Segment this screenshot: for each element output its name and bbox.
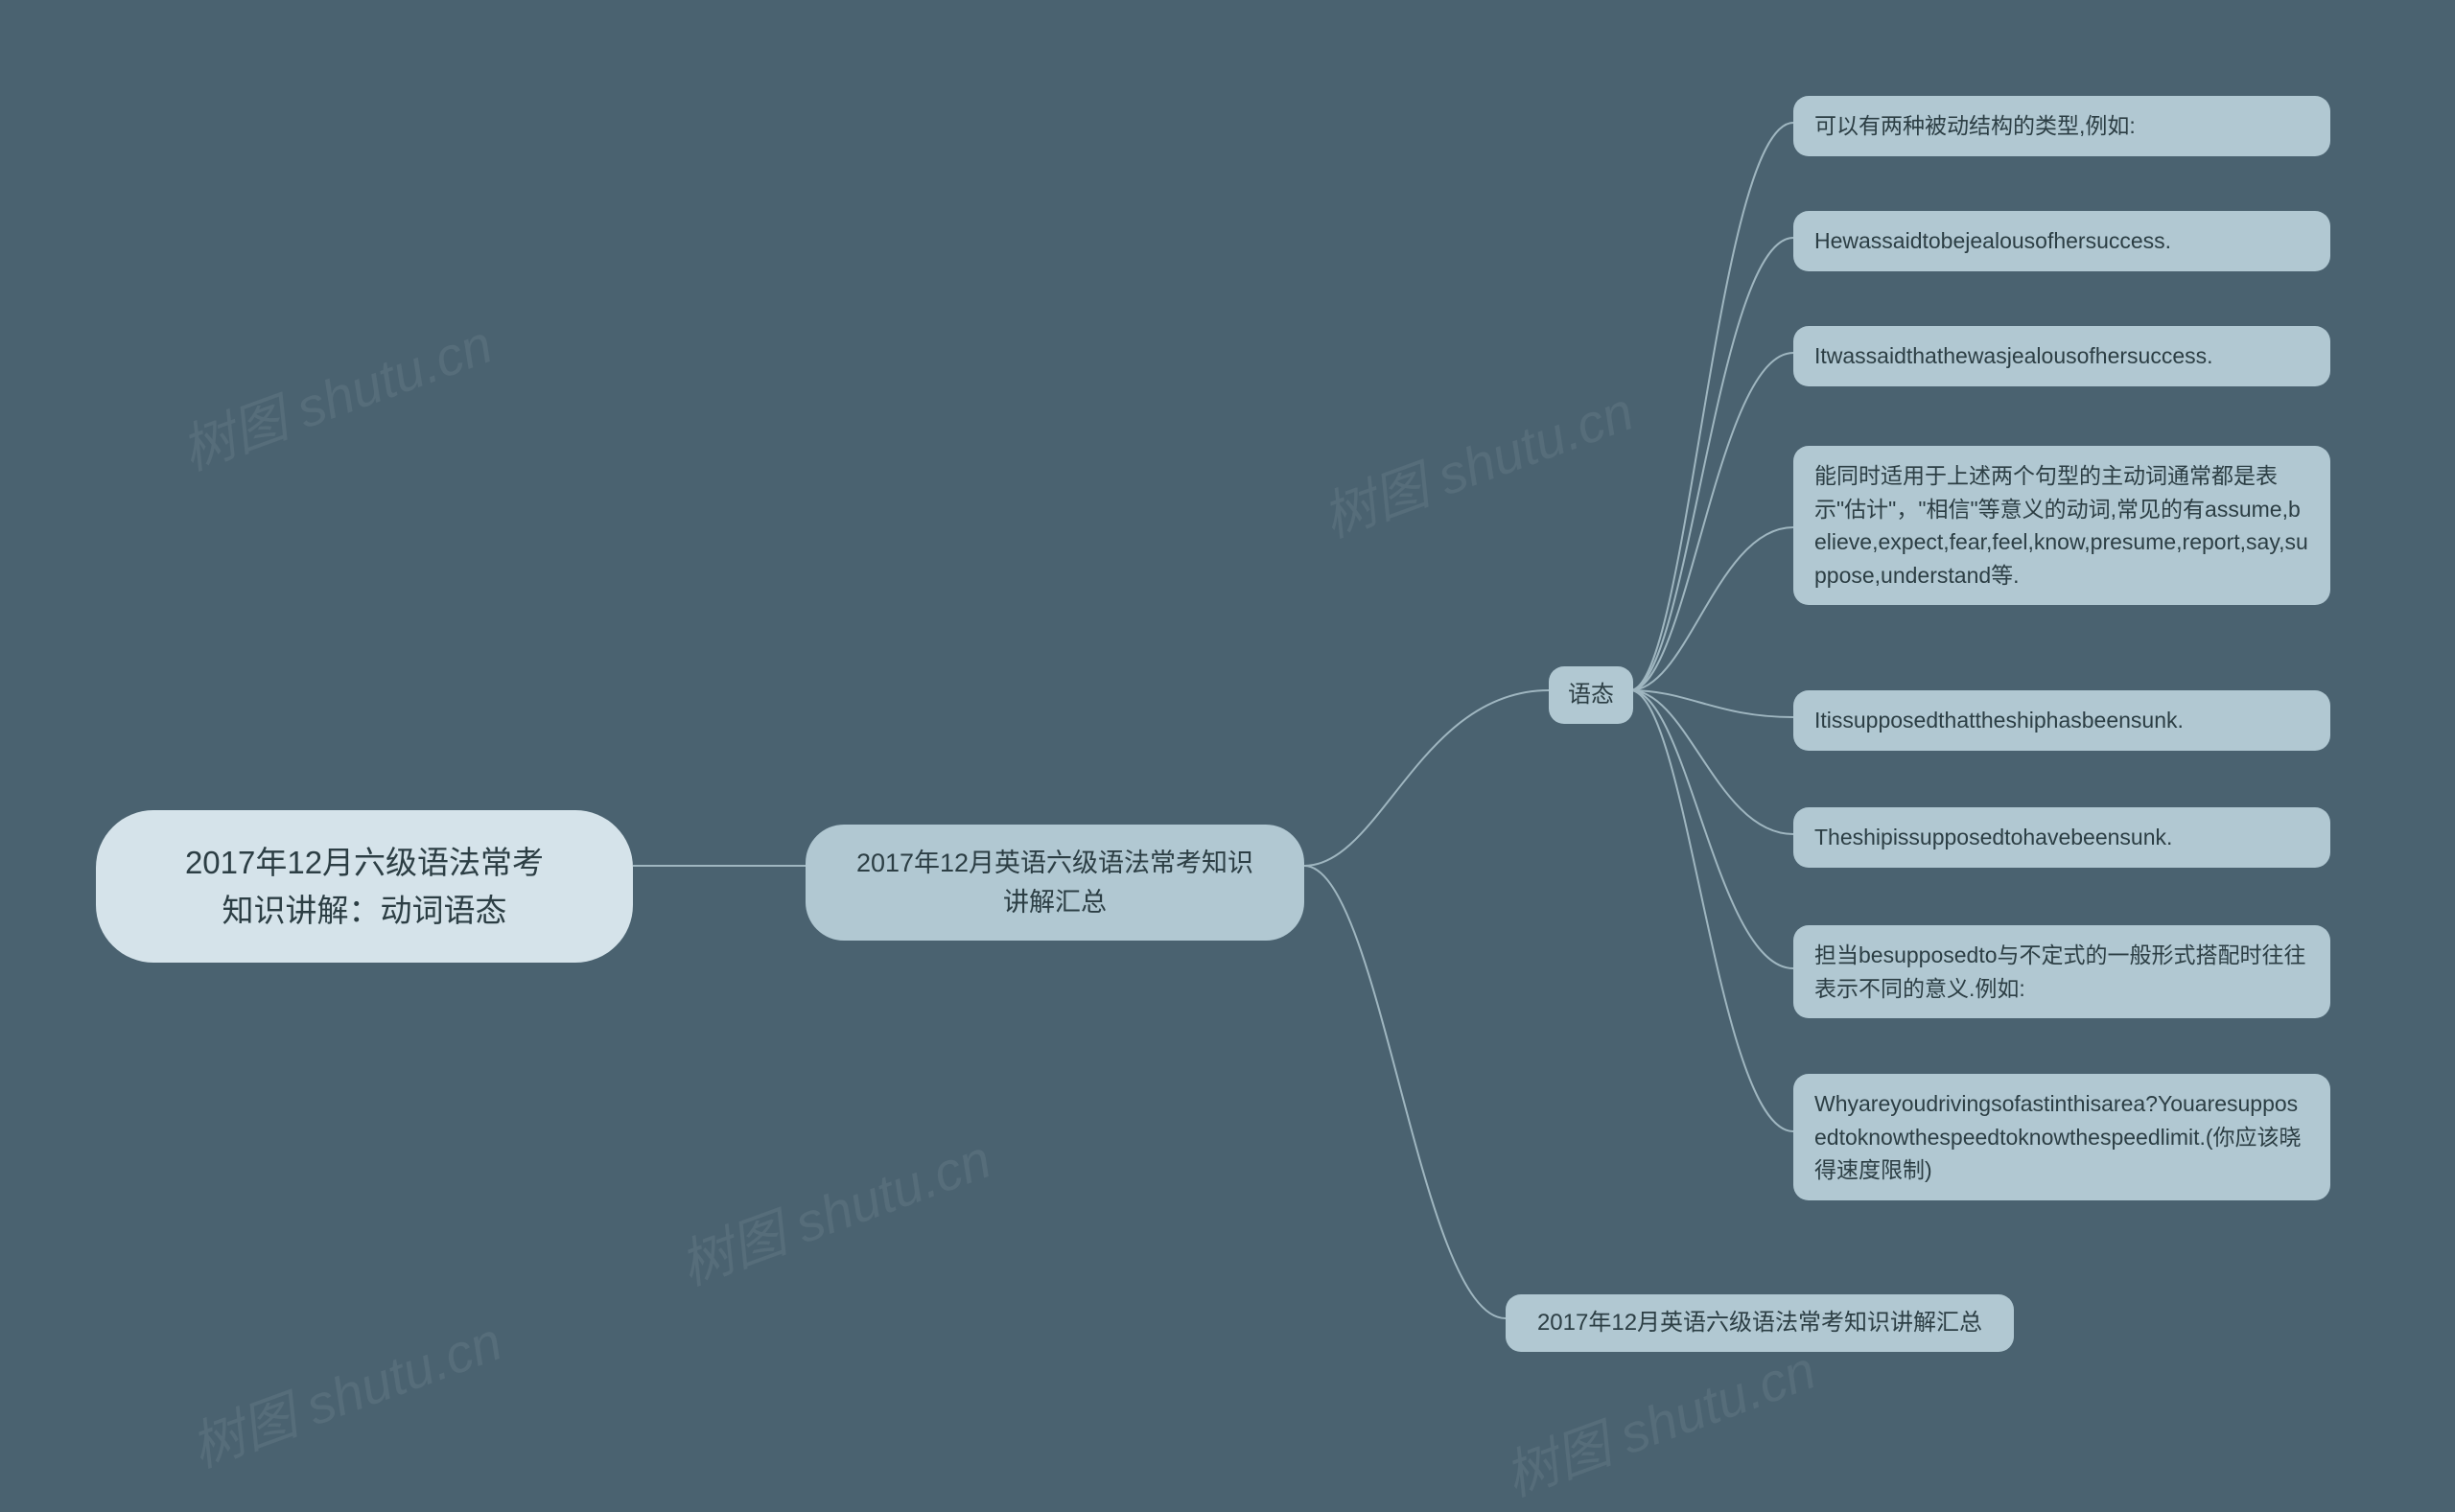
mindmap-node-summary[interactable]: 2017年12月英语六级语法常考知识讲解汇总	[1506, 1294, 2014, 1352]
watermark: 树图 shutu.cn	[178, 1298, 511, 1482]
level2-a-text: 语态	[1568, 678, 1614, 712]
mindmap-node-voice[interactable]: 语态	[1549, 666, 1633, 724]
watermark: 树图 shutu.cn	[1492, 1327, 1825, 1511]
mindmap-root[interactable]: 2017年12月六级语法常考 知识讲解：动词语态	[96, 810, 633, 963]
leaf-text: 可以有两种被动结构的类型,例如:	[1814, 109, 2136, 143]
root-text-line2: 知识讲解：动词语态	[185, 887, 544, 935]
leaf-text: Hewassaidtobejealousofhersuccess.	[1814, 224, 2171, 258]
mindmap-leaf[interactable]: Itissupposedthattheshiphasbeensunk.	[1793, 690, 2330, 751]
leaf-text: Whyareyoudrivingsofastinthisarea?Youares…	[1814, 1087, 2309, 1187]
level1-text-line1: 2017年12月英语六级语法常考知识	[856, 844, 1253, 883]
leaf-text: 能同时适用于上述两个句型的主动词通常都是表示"估计"，"相信"等意义的动词,常见…	[1814, 459, 2309, 592]
watermark: 树图 shutu.cn	[1310, 368, 1643, 552]
leaf-text: Itissupposedthattheshiphasbeensunk.	[1814, 704, 2184, 737]
watermark: 树图 shutu.cn	[667, 1116, 1000, 1300]
leaf-text: Itwassaidthathewasjealousofhersuccess.	[1814, 339, 2213, 373]
mindmap-leaf[interactable]: 可以有两种被动结构的类型,例如:	[1793, 96, 2330, 156]
mindmap-leaf[interactable]: Itwassaidthathewasjealousofhersuccess.	[1793, 326, 2330, 386]
watermark: 树图 shutu.cn	[169, 301, 502, 485]
mindmap-leaf[interactable]: Theshipissupposedtohavebeensunk.	[1793, 807, 2330, 868]
level1-text-line2: 讲解汇总	[856, 883, 1253, 922]
leaf-text: 担当besupposedto与不定式的一般形式搭配时往往表示不同的意义.例如:	[1814, 939, 2309, 1005]
mindmap-leaf[interactable]: 能同时适用于上述两个句型的主动词通常都是表示"估计"，"相信"等意义的动词,常见…	[1793, 446, 2330, 605]
level2-b-text: 2017年12月英语六级语法常考知识讲解汇总	[1537, 1306, 1982, 1340]
root-text-line1: 2017年12月六级语法常考	[185, 839, 544, 887]
mindmap-leaf[interactable]: Hewassaidtobejealousofhersuccess.	[1793, 211, 2330, 271]
mindmap-leaf[interactable]: Whyareyoudrivingsofastinthisarea?Youares…	[1793, 1074, 2330, 1200]
leaf-text: Theshipissupposedtohavebeensunk.	[1814, 821, 2172, 854]
mindmap-node-level1[interactable]: 2017年12月英语六级语法常考知识 讲解汇总	[806, 825, 1304, 941]
mindmap-leaf[interactable]: 担当besupposedto与不定式的一般形式搭配时往往表示不同的意义.例如:	[1793, 925, 2330, 1018]
